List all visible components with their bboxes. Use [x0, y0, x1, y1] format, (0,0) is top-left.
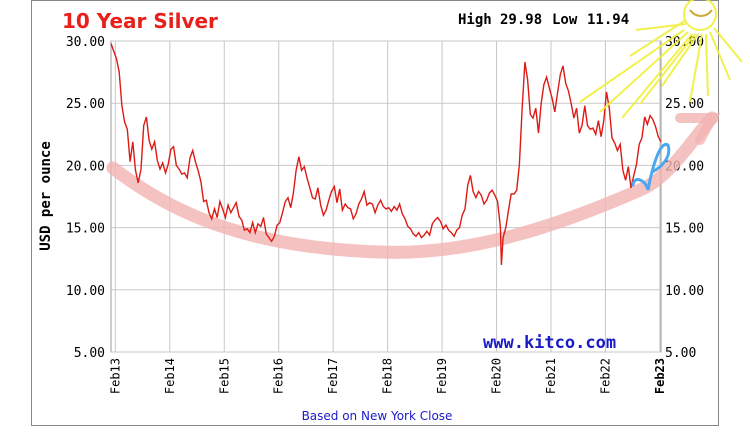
chart-title: 10 Year Silver [62, 9, 218, 33]
x-tick-label: Feb23 [653, 358, 667, 394]
footer-note: Based on New York Close [302, 409, 453, 423]
sun-ray [713, 27, 743, 63]
x-axis: Feb13 Feb14 Feb15 Feb16 Feb17 Feb18 Feb19 Feb20… [108, 358, 667, 394]
sun-ray [579, 29, 685, 103]
y-tick-label-left: 15.00 [66, 222, 105, 237]
sun-doodle [579, 0, 743, 119]
stats-high-value: 29.98 [500, 12, 542, 28]
x-tick-label: Feb21 [544, 358, 558, 394]
blue-scribble-annotation [631, 143, 671, 191]
x-tick-label: Feb14 [163, 358, 177, 394]
y-tick-label-right: 25.00 [665, 97, 704, 112]
sun-ray [629, 19, 687, 57]
y-axis-title: USD per ounce [38, 141, 54, 251]
x-tick-label: Feb16 [272, 358, 286, 394]
stats-high-label: High [458, 12, 492, 28]
watermark: www.kitco.com [483, 333, 616, 353]
series-line-silver [110, 43, 662, 265]
trend-curve-annotation [106, 111, 719, 259]
y-tick-label-left: 5.00 [74, 346, 105, 361]
x-tick-label: Feb19 [435, 358, 449, 394]
x-tick-label: Feb20 [490, 358, 504, 394]
y-tick-label-right: 15.00 [665, 222, 704, 237]
plot-area [110, 40, 662, 353]
sun-ray [705, 33, 709, 97]
y-tick-label-left: 10.00 [66, 284, 105, 299]
sun-circle [683, 0, 717, 31]
grid [111, 40, 661, 353]
x-tick-label: Feb18 [381, 358, 395, 394]
stats-low-label: Low [552, 12, 578, 28]
sun-ray [689, 33, 703, 103]
y-tick-label-left: 30.00 [66, 35, 105, 50]
y-tick-label-left: 25.00 [66, 97, 105, 112]
y-axis-left: 5.00 10.00 15.00 20.00 25.00 30.00 [66, 35, 105, 361]
sun-ray [599, 31, 689, 113]
trend-arrowhead-annotation [675, 113, 721, 145]
y-tick-label-right: 10.00 [665, 284, 704, 299]
sun-ray [621, 33, 693, 119]
stats-low-value: 11.94 [587, 12, 629, 28]
sun-smile [689, 9, 713, 17]
sun-ray [709, 31, 731, 81]
y-tick-label-left: 20.00 [66, 159, 105, 174]
y-tick-label-right: 5.00 [665, 346, 696, 361]
x-tick-label: Feb22 [598, 358, 612, 394]
sun-ray [639, 33, 696, 105]
x-tick-label: Feb15 [217, 358, 231, 394]
sun-ray [661, 33, 699, 87]
x-tick-label: Feb17 [326, 358, 340, 394]
x-tick-label: Feb13 [108, 358, 122, 394]
